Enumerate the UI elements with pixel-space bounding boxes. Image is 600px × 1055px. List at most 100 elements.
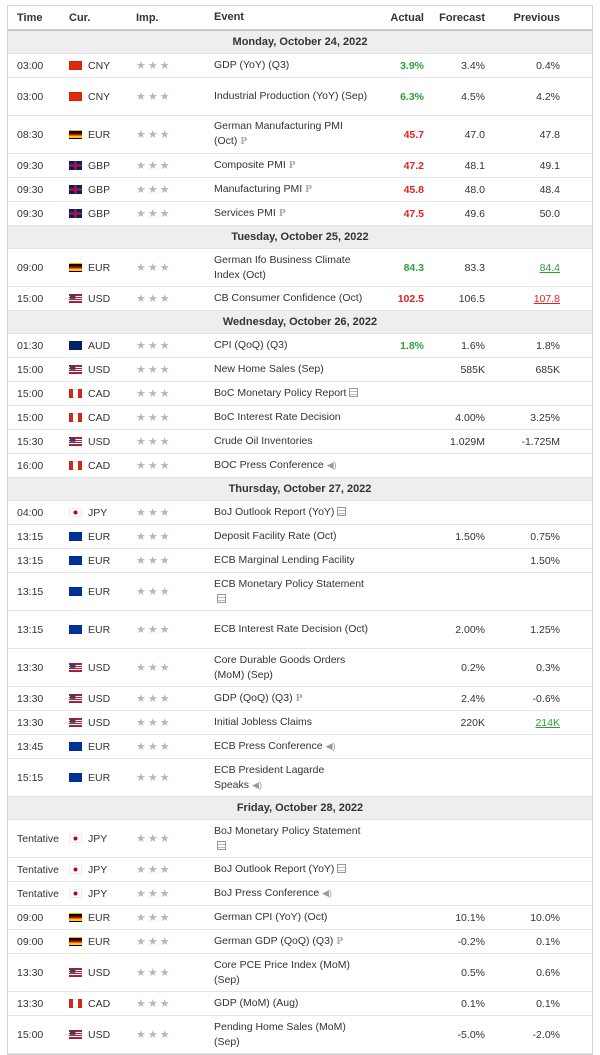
event-row[interactable]: 09:00 EUR ★★★ German GDP (QoQ) (Q3) P -0.2% 0.… [8,930,592,954]
preliminary-icon: P [305,184,312,195]
previous-value: 1.25% [485,624,564,636]
event-name[interactable]: BoJ Press Conference ◀) [206,886,372,901]
event-row[interactable]: 09:30 GBP ★★★ Composite PMI P 47.2 48.1 49.1 [8,154,592,178]
event-currency: CNY [69,91,127,103]
event-row[interactable]: 09:30 GBP ★★★ Manufacturing PMI P 45.8 48.0 48.… [8,178,592,202]
event-label: BoJ Monetary Policy Statement [214,824,361,837]
event-time: Tentative [17,832,60,845]
event-row[interactable]: 15:00 CAD ★★★ BoC Interest Rate Decision 4.0… [8,406,592,430]
header-forecast[interactable]: Forecast [439,11,485,24]
flag-icon [69,556,82,565]
event-currency: USD [69,293,127,305]
event-name[interactable]: Initial Jobless Claims [206,715,372,730]
event-row[interactable]: 13:30 USD ★★★ Core PCE Price Index (MoM) (S… [8,954,592,992]
event-name[interactable]: ECB Press Conference ◀) [206,739,372,754]
event-name[interactable]: BoC Interest Rate Decision [206,410,372,425]
event-row[interactable]: Tentative JPY ★★★ BoJ Press Conference ◀) [8,882,592,906]
event-row[interactable]: 03:00 CNY ★★★ Industrial Production (YoY) (… [8,78,592,116]
event-name[interactable]: ECB Monetary Policy Statement [206,577,372,607]
event-name[interactable]: ECB Interest Rate Decision (Oct) [206,622,372,637]
event-row[interactable]: 15:00 USD ★★★ New Home Sales (Sep) 585K 685K [8,358,592,382]
forecast-value: 0.2% [461,661,485,674]
event-row[interactable]: 13:15 EUR ★★★ ECB Marginal Lending Facility… [8,549,592,573]
importance-stars: ★★★ [127,261,206,274]
event-label: Core Durable Goods Orders (MoM) (Sep) [214,653,346,681]
event-name[interactable]: German CPI (YoY) (Oct) [206,910,372,925]
event-name[interactable]: German GDP (QoQ) (Q3) P [206,934,372,950]
forecast-value: 1.6% [461,339,485,352]
event-name[interactable]: Composite PMI P [206,158,372,174]
event-row[interactable]: 13:45 EUR ★★★ ECB Press Conference ◀) [8,735,592,759]
header-event[interactable]: Event [214,11,244,23]
header-actual[interactable]: Actual [390,11,424,24]
flag-icon [69,389,82,398]
event-name[interactable]: Deposit Facility Rate (Oct) [206,529,372,544]
currency-code: CAD [88,387,111,400]
importance-stars: ★★★ [127,554,206,567]
header-importance[interactable]: Imp. [136,11,159,24]
event-name[interactable]: Industrial Production (YoY) (Sep) [206,89,372,104]
event-name[interactable]: Pending Home Sales (MoM) (Sep) [206,1020,372,1050]
event-name[interactable]: BoJ Outlook Report (YoY) [206,505,372,520]
event-name[interactable]: Crude Oil Inventories [206,434,372,449]
event-name[interactable]: CB Consumer Confidence (Oct) [206,291,372,306]
flag-icon [69,694,82,703]
event-name[interactable]: GDP (YoY) (Q3) [206,58,372,73]
event-row[interactable]: 08:30 EUR ★★★ German Manufacturing PMI (Oct… [8,116,592,154]
event-name[interactable]: BOC Press Conference ◀) [206,458,372,473]
event-row[interactable]: 15:00 USD ★★★ Pending Home Sales (MoM) (Sep… [8,1016,592,1054]
event-row[interactable]: 13:15 EUR ★★★ ECB Monetary Policy Statement [8,573,592,611]
event-row[interactable]: 09:30 GBP ★★★ Services PMI P 47.5 49.6 50.0 [8,202,592,226]
event-label: German Manufacturing PMI (Oct) [214,120,343,147]
event-label: BoJ Outlook Report (YoY) [214,506,335,518]
event-name[interactable]: German Ifo Business Climate Index (Oct) [206,253,372,283]
event-name[interactable]: ECB President Lagarde Speaks ◀) [206,763,372,793]
event-row[interactable]: 15:00 USD ★★★ CB Consumer Confidence (Oct) 1… [8,287,592,311]
event-name[interactable]: GDP (MoM) (Aug) [206,996,372,1011]
event-name[interactable]: BoC Monetary Policy Report [206,386,372,401]
event-row[interactable]: 03:00 CNY ★★★ GDP (YoY) (Q3) 3.9% 3.4% 0.4% [8,54,592,78]
star-icon: ★★★ [136,741,172,753]
event-row[interactable]: 16:00 CAD ★★★ BOC Press Conference ◀) [8,454,592,478]
event-row[interactable]: 13:30 USD ★★★ Initial Jobless Claims 220K 214… [8,711,592,735]
event-name[interactable]: CPI (QoQ) (Q3) [206,338,372,353]
event-name[interactable]: Core PCE Price Index (MoM) (Sep) [206,958,372,988]
event-row[interactable]: 13:30 CAD ★★★ GDP (MoM) (Aug) 0.1% 0.1% [8,992,592,1016]
event-time: 09:30 [17,183,44,196]
previous-value-text: 0.1% [536,997,560,1010]
event-row[interactable]: 04:00 JPY ★★★ BoJ Outlook Report (YoY) [8,501,592,525]
event-name[interactable]: German Manufacturing PMI (Oct) P [206,119,372,150]
event-row[interactable]: 13:30 USD ★★★ GDP (QoQ) (Q3) P 2.4% -0.6% [8,687,592,711]
flag-icon [69,185,82,194]
event-row[interactable]: 13:15 EUR ★★★ ECB Interest Rate Decision (O… [8,611,592,649]
event-name[interactable]: Manufacturing PMI P [206,182,372,198]
event-name[interactable]: ECB Marginal Lending Facility [206,553,372,568]
flag-icon [69,625,82,634]
event-row[interactable]: 01:30 AUD ★★★ CPI (QoQ) (Q3) 1.8% 1.6% 1.8% [8,334,592,358]
event-name[interactable]: BoJ Monetary Policy Statement [206,824,372,854]
event-row[interactable]: Tentative JPY ★★★ BoJ Monetary Policy State… [8,820,592,858]
currency-code: EUR [88,261,111,274]
event-row[interactable]: 15:30 USD ★★★ Crude Oil Inventories 1.029M -1… [8,430,592,454]
event-row[interactable]: 15:15 EUR ★★★ ECB President Lagarde Speaks ◀… [8,759,592,797]
flag-icon [69,92,82,101]
header-currency[interactable]: Cur. [69,11,91,24]
event-name[interactable]: Core Durable Goods Orders (MoM) (Sep) [206,653,372,683]
event-name[interactable]: Services PMI P [206,206,372,222]
importance-stars: ★★★ [127,183,206,196]
event-row[interactable]: 13:15 EUR ★★★ Deposit Facility Rate (Oct) 1.… [8,525,592,549]
event-row[interactable]: 13:30 USD ★★★ Core Durable Goods Orders (Mo… [8,649,592,687]
event-currency: EUR [69,586,127,598]
event-currency: CAD [69,412,127,424]
event-row[interactable]: Tentative JPY ★★★ BoJ Outlook Report (YoY) [8,858,592,882]
header-previous[interactable]: Previous [513,11,560,24]
event-name[interactable]: New Home Sales (Sep) [206,362,372,377]
importance-stars: ★★★ [127,128,206,141]
event-name[interactable]: BoJ Outlook Report (YoY) [206,862,372,877]
event-row[interactable]: 09:00 EUR ★★★ German Ifo Business Climate I… [8,249,592,287]
flag-icon [69,1030,82,1039]
event-name[interactable]: GDP (QoQ) (Q3) P [206,691,372,707]
header-time[interactable]: Time [17,11,43,24]
event-row[interactable]: 15:00 CAD ★★★ BoC Monetary Policy Report [8,382,592,406]
event-row[interactable]: 09:00 EUR ★★★ German CPI (YoY) (Oct) 10.1% 10… [8,906,592,930]
